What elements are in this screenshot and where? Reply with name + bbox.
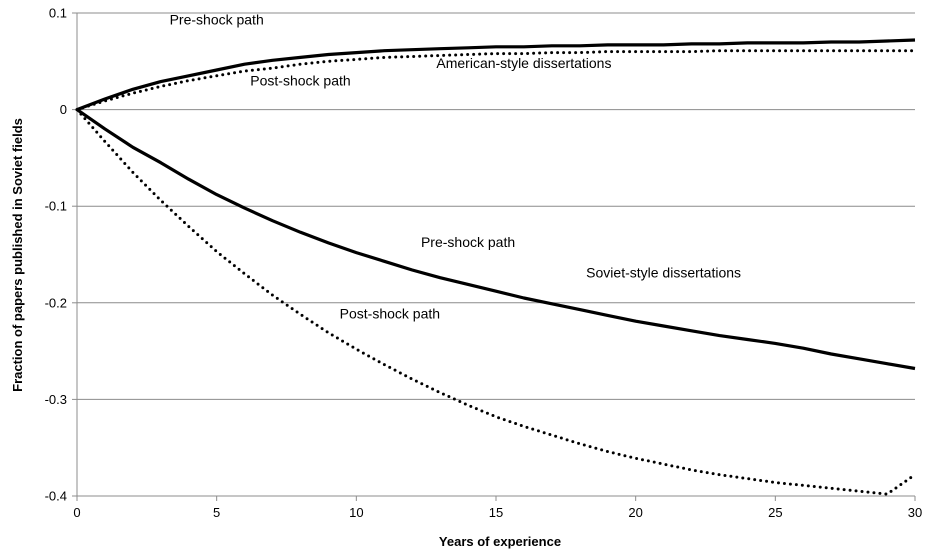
american-post-shock-line bbox=[75, 49, 917, 112]
x-axis: 0 5 10 15 20 25 30 bbox=[73, 495, 922, 520]
soviet-post-shock-line bbox=[75, 108, 917, 496]
annotation-label: Soviet-style dissertations bbox=[586, 265, 741, 281]
x-tick-label: 20 bbox=[628, 505, 642, 520]
soviet-pre-shock-line bbox=[76, 108, 916, 371]
y-tick-label: 0.1 bbox=[49, 6, 67, 21]
annotations: Pre-shock path American-style dissertatio… bbox=[170, 12, 741, 322]
american-pre-shock-line bbox=[76, 38, 916, 112]
annotation-label: Pre-shock path bbox=[170, 12, 264, 28]
y-tick-label: 0 bbox=[60, 102, 67, 117]
y-axis: 0.1 0 -0.1 -0.2 -0.3 -0.4 bbox=[45, 6, 78, 504]
annotation-label: Pre-shock path bbox=[421, 234, 515, 250]
x-tick-label: 10 bbox=[349, 505, 363, 520]
x-tick-label: 30 bbox=[908, 505, 922, 520]
x-tick-label: 0 bbox=[73, 505, 80, 520]
y-axis-title: Fraction of papers published in Soviet f… bbox=[10, 118, 25, 392]
x-tick-label: 5 bbox=[213, 505, 220, 520]
annotation-label: Post-shock path bbox=[250, 72, 350, 88]
x-tick-label: 25 bbox=[768, 505, 782, 520]
y-tick-label: -0.1 bbox=[45, 199, 67, 214]
annotation-label: Post-shock path bbox=[340, 305, 440, 321]
y-tick-label: -0.3 bbox=[45, 392, 67, 407]
x-axis-title: Years of experience bbox=[439, 534, 561, 549]
y-tick-label: -0.4 bbox=[45, 489, 67, 504]
series-lines bbox=[75, 38, 917, 496]
gridlines bbox=[77, 12, 915, 400]
y-tick-label: -0.2 bbox=[45, 295, 67, 310]
annotation-label: American-style dissertations bbox=[436, 55, 611, 71]
x-tick-label: 15 bbox=[489, 505, 503, 520]
